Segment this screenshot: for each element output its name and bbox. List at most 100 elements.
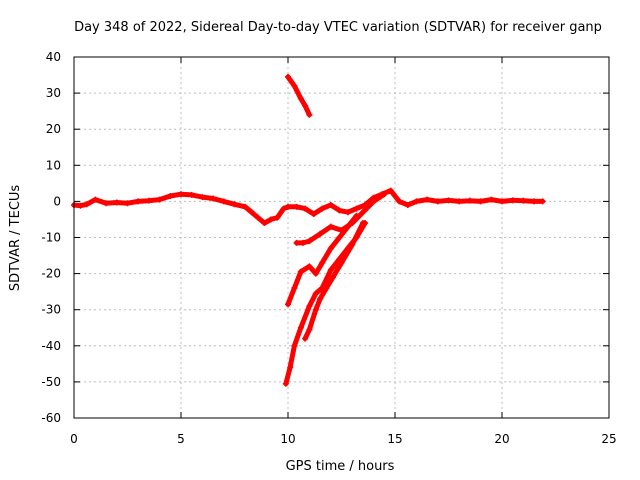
data-point <box>310 211 317 218</box>
y-tick-label: 0 <box>53 194 61 208</box>
chart-title: Day 348 of 2022, Sidereal Day-to-day VTE… <box>74 20 602 35</box>
data-point <box>77 202 84 209</box>
x-tick-label: 20 <box>494 432 509 446</box>
data-point <box>135 198 142 205</box>
series-arc-a <box>285 73 313 118</box>
data-point <box>327 245 334 252</box>
data-point <box>291 285 298 292</box>
data-point <box>145 197 152 204</box>
data-point <box>387 187 394 194</box>
data-point <box>280 205 287 212</box>
y-axis-title: SDTVAR / TECUs <box>8 185 23 292</box>
data-point <box>531 198 538 205</box>
data-point <box>336 234 343 241</box>
data-point <box>210 195 217 202</box>
data-point <box>319 205 326 212</box>
data-point <box>509 197 516 204</box>
data-point <box>267 216 274 223</box>
series-arc-c <box>285 212 360 308</box>
y-tick-label: 10 <box>46 158 61 172</box>
data-point <box>466 197 473 204</box>
data-point <box>353 212 360 219</box>
data-point <box>297 95 304 102</box>
data-point <box>359 220 366 227</box>
y-tick-label: 30 <box>46 86 61 100</box>
series-line <box>285 213 359 307</box>
data-point <box>370 198 377 205</box>
data-point <box>248 209 255 216</box>
y-tick-label: -60 <box>41 411 61 425</box>
data-point <box>293 203 300 210</box>
data-point <box>261 220 268 227</box>
data-point <box>404 202 411 209</box>
series-arc-e <box>302 220 366 342</box>
data-point <box>199 194 206 201</box>
data-point <box>327 266 334 273</box>
data-point <box>317 230 324 237</box>
data-point <box>220 198 227 205</box>
data-point <box>306 326 313 333</box>
y-tick-label: -40 <box>41 339 61 353</box>
data-point <box>312 270 319 277</box>
data-point <box>178 191 184 198</box>
y-tick-label: 40 <box>46 50 61 64</box>
data-point <box>396 198 403 205</box>
data-point <box>242 203 249 210</box>
data-point <box>302 335 309 342</box>
data-point <box>499 198 505 205</box>
data-point <box>329 274 336 281</box>
x-tick-label: 5 <box>177 432 185 446</box>
data-point <box>488 196 495 203</box>
data-point <box>285 203 291 210</box>
data-point <box>353 205 360 212</box>
y-tick-label: -20 <box>41 267 61 281</box>
data-point <box>299 239 306 246</box>
data-point <box>291 342 298 349</box>
data-point <box>306 111 313 118</box>
data-point <box>520 197 527 204</box>
y-tick-label: -10 <box>41 231 61 245</box>
data-point <box>83 201 90 208</box>
data-point <box>306 263 313 270</box>
data-point <box>319 259 326 266</box>
data-point <box>344 223 351 230</box>
data-point <box>291 82 298 89</box>
data-point <box>297 324 304 331</box>
data-point <box>188 191 195 198</box>
x-tick-label: 15 <box>387 432 402 446</box>
data-point <box>231 201 238 208</box>
data-series <box>71 73 546 387</box>
y-tick-label: -30 <box>41 303 61 317</box>
data-point <box>413 198 420 205</box>
data-point <box>255 214 262 221</box>
data-point <box>381 191 388 198</box>
x-tick-label: 0 <box>70 432 78 446</box>
data-point <box>327 223 334 230</box>
y-tick-label: 20 <box>46 122 61 136</box>
data-point <box>317 295 324 302</box>
data-point <box>323 285 330 292</box>
axis-ticks: 0 5 10 15 20 25 -60 -50 -40 -30 -20 -10 0 10 20 30 40 <box>41 50 616 446</box>
y-tick-label: -50 <box>41 375 61 389</box>
x-axis-title: GPS time / hours <box>286 459 395 474</box>
data-point <box>306 303 313 310</box>
series-line <box>71 188 546 226</box>
data-point <box>349 241 356 248</box>
data-point <box>456 198 463 205</box>
data-point <box>312 290 319 297</box>
data-point <box>274 214 281 221</box>
data-point <box>424 196 431 203</box>
data-point <box>103 200 110 207</box>
data-point <box>113 199 120 206</box>
data-point <box>312 306 319 313</box>
data-point <box>285 301 291 308</box>
data-point <box>359 209 366 216</box>
x-tick-label: 10 <box>280 432 295 446</box>
series-line <box>294 191 387 246</box>
data-point <box>282 380 289 387</box>
data-point <box>327 202 334 209</box>
data-point <box>287 364 294 371</box>
data-point <box>445 197 452 204</box>
data-point <box>167 192 174 199</box>
